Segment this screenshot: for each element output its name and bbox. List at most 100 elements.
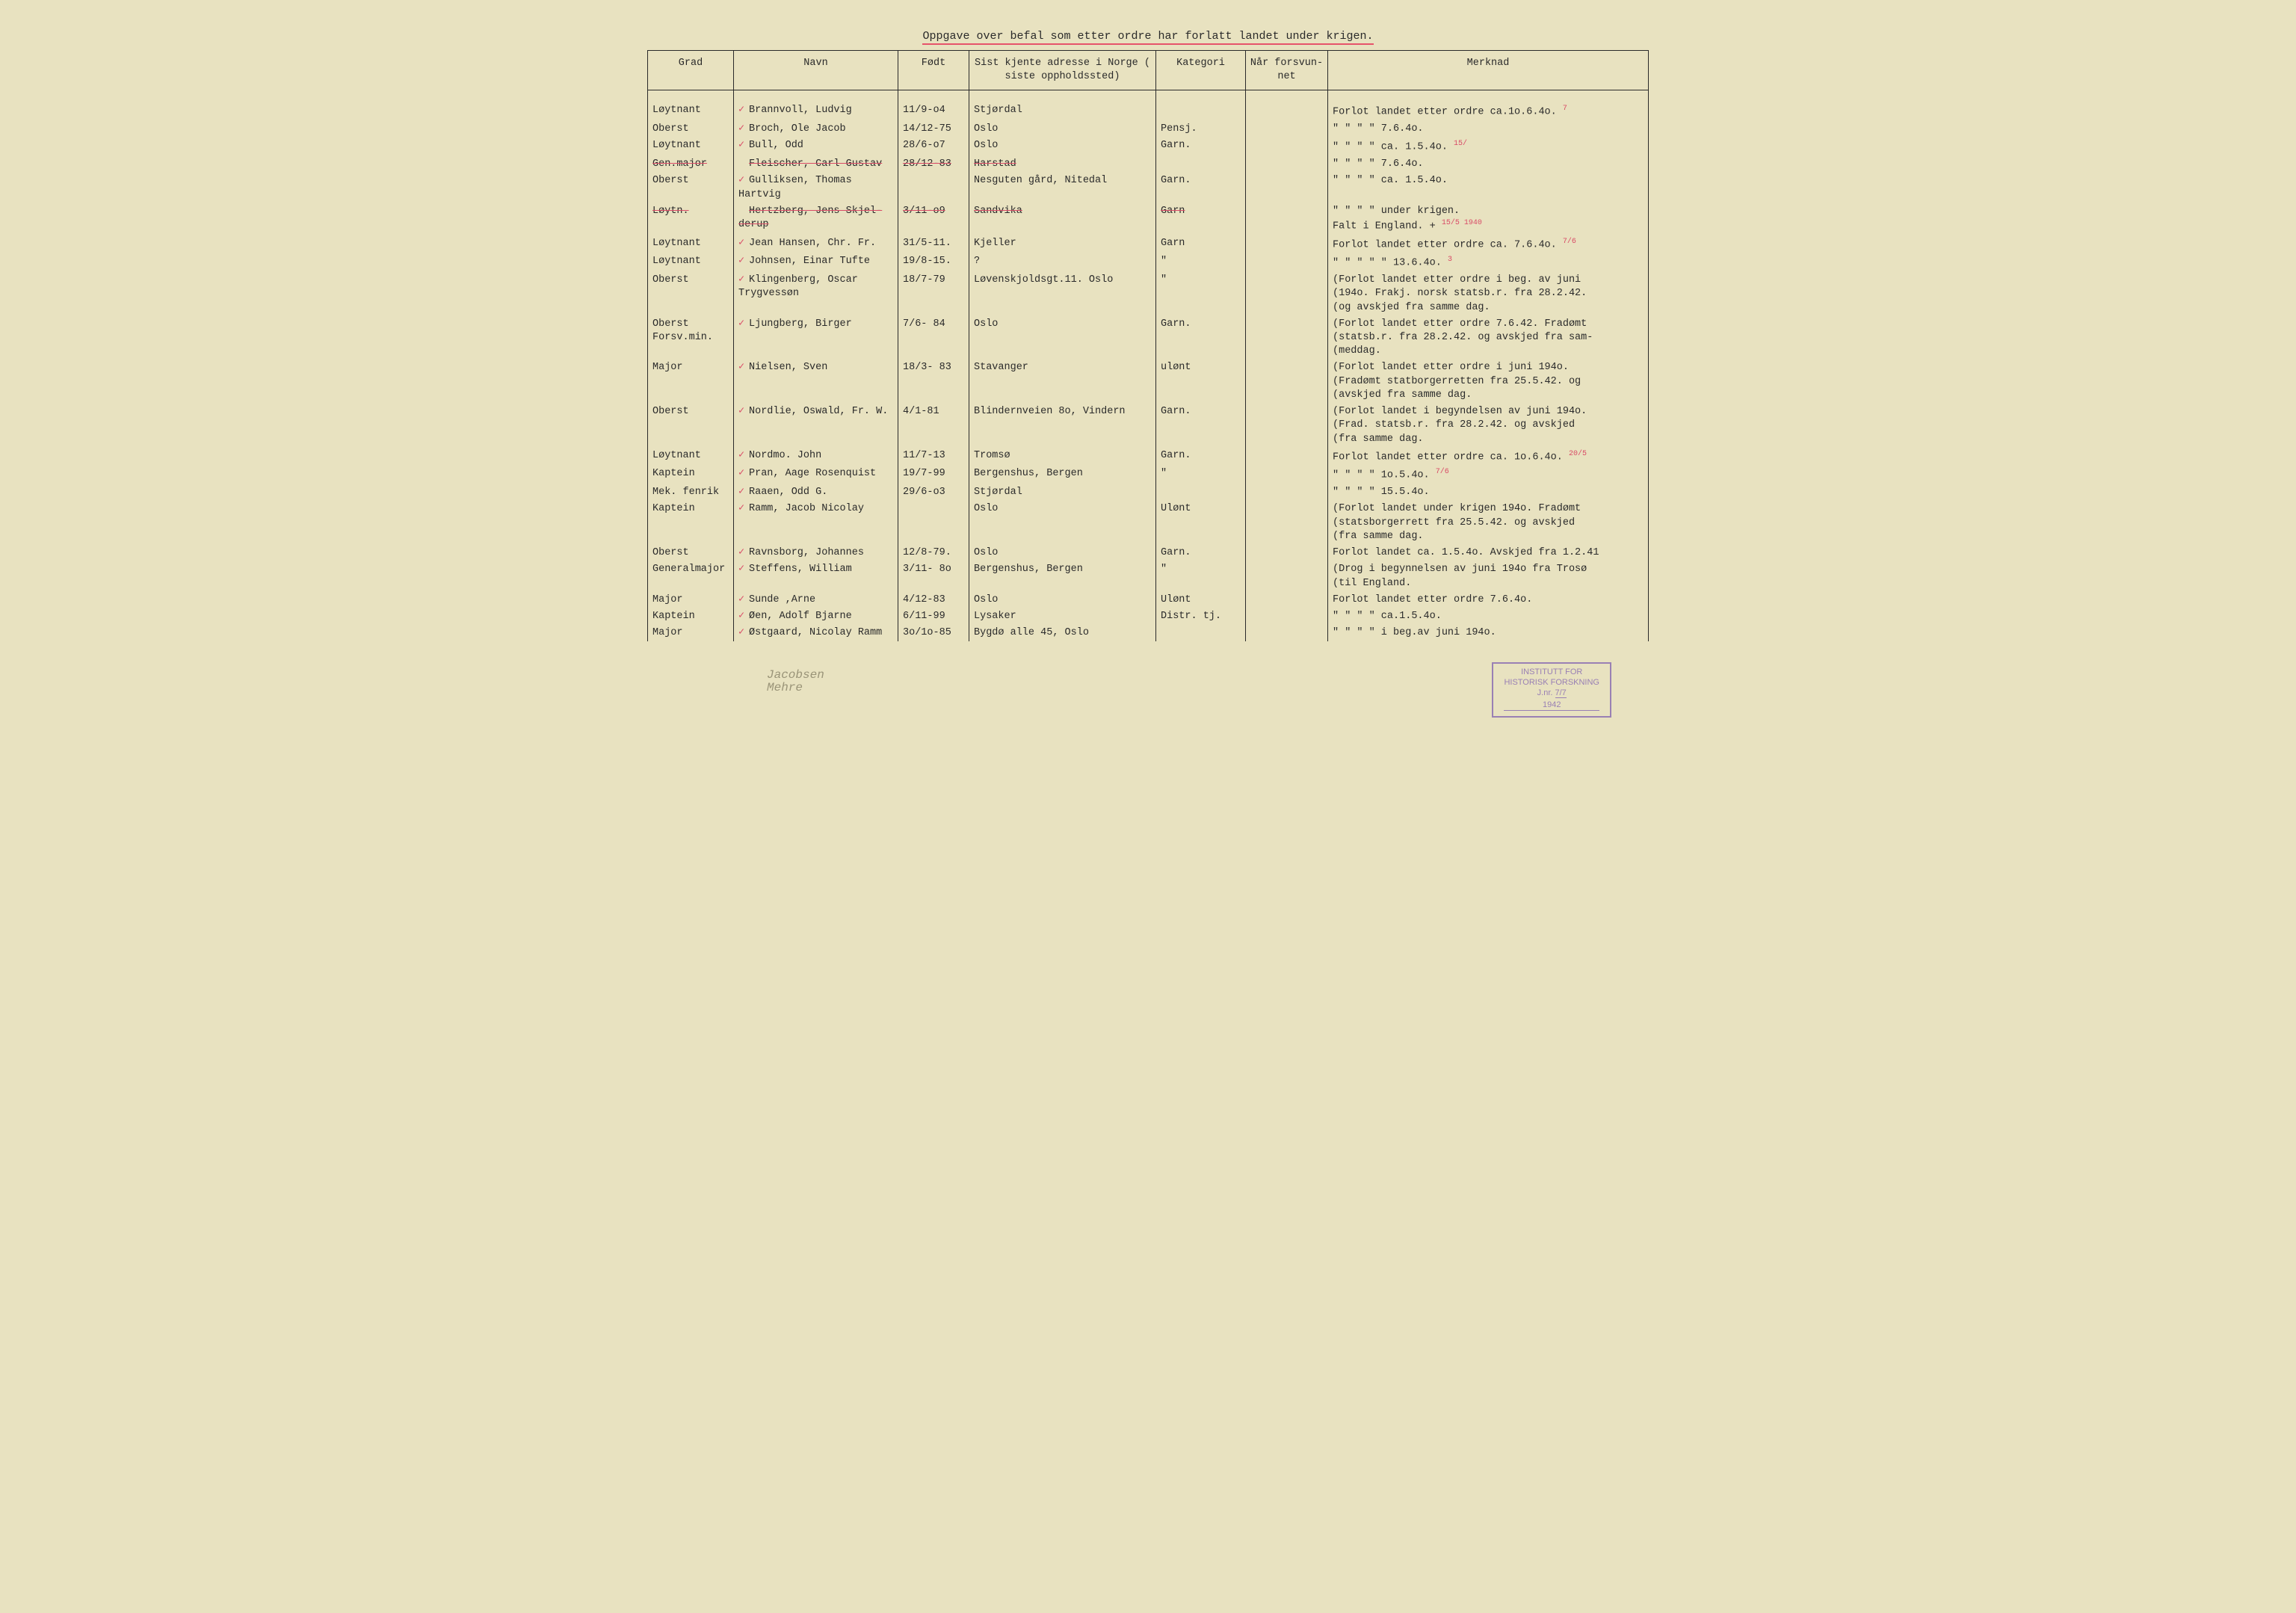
cell-adresse: Oslo <box>969 121 1156 138</box>
cell-fodt: 3/11-o9 <box>898 203 969 235</box>
cell-navn: ✓Johnsen, Einar Tufte <box>734 253 898 272</box>
cell-navn: ✓Nordmo. John <box>734 448 898 466</box>
cell-fodt: 11/7-13 <box>898 448 969 466</box>
cell-kategori: Ulønt <box>1156 592 1246 608</box>
cell-kategori: Pensj. <box>1156 121 1246 138</box>
cell-merknad: Forlot landet etter ordre ca.1o.6.4o. 7 <box>1328 90 1649 121</box>
red-annotation: 15/ <box>1454 140 1467 148</box>
table-row: Kaptein✓Pran, Aage Rosenquist19/7-99Berg… <box>648 466 1649 484</box>
cell-forsvunnet <box>1246 156 1328 173</box>
cell-adresse: Oslo <box>969 545 1156 561</box>
cell-kategori: Garn <box>1156 235 1246 254</box>
checkmark-icon: ✓ <box>738 139 749 152</box>
table-row: Generalmajor✓Steffens, William3/11- 8oBe… <box>648 561 1649 591</box>
table-header-row: Grad Navn Født Sist kjente adresse i Nor… <box>648 51 1649 90</box>
cell-fodt: 29/6-o3 <box>898 484 969 501</box>
cell-forsvunnet <box>1246 138 1328 156</box>
cell-forsvunnet <box>1246 592 1328 608</box>
red-annotation: 15/5 1940 <box>1442 219 1482 227</box>
col-adresse: Sist kjente adresse i Norge ( siste opph… <box>969 51 1156 90</box>
cell-fodt: 6/11-99 <box>898 608 969 625</box>
cell-kategori: Garn. <box>1156 404 1246 448</box>
table-row: Gen.majorFleischer, Carl Gustav28/12-83H… <box>648 156 1649 173</box>
cell-forsvunnet <box>1246 253 1328 272</box>
cell-merknad: (Forlot landet i begyndelsen av juni 194… <box>1328 404 1649 448</box>
cell-kategori: " <box>1156 466 1246 484</box>
cell-forsvunnet <box>1246 501 1328 545</box>
checkmark-icon: ✓ <box>738 174 749 188</box>
checkmark-icon: ✓ <box>738 318 749 331</box>
cell-merknad: " " " " 7.6.4o. <box>1328 156 1649 173</box>
cell-fodt: 4/1-81 <box>898 404 969 448</box>
cell-navn: ✓Gulliksen, Thomas Hartvig <box>734 173 898 203</box>
checkmark-icon: ✓ <box>738 486 749 499</box>
cell-grad: Oberst <box>648 404 734 448</box>
cell-adresse: Nesguten gård, Nitedal <box>969 173 1156 203</box>
col-kategori: Kategori <box>1156 51 1246 90</box>
cell-navn: ✓Sunde ,Arne <box>734 592 898 608</box>
table-row: Løytnant✓Brannvoll, Ludvig11/9-o4Stjørda… <box>648 90 1649 121</box>
page-title: Oppgave over befal som etter ordre har f… <box>647 15 1649 50</box>
cell-grad: Gen.major <box>648 156 734 173</box>
cell-adresse: Oslo <box>969 501 1156 545</box>
cell-merknad: (Drog i begynnelsen av juni 194o fra Tro… <box>1328 561 1649 591</box>
cell-grad: Løytn. <box>648 203 734 235</box>
table-row: Løytn.Hertzberg, Jens Skjel-derup3/11-o9… <box>648 203 1649 235</box>
cell-grad: Løytnant <box>648 448 734 466</box>
cell-adresse: Tromsø <box>969 448 1156 466</box>
cell-fodt <box>898 501 969 545</box>
cell-forsvunnet <box>1246 203 1328 235</box>
cell-forsvunnet <box>1246 545 1328 561</box>
cell-fodt: 11/9-o4 <box>898 90 969 121</box>
cell-adresse: Lysaker <box>969 608 1156 625</box>
cell-adresse: Blindernveien 8o, Vindern <box>969 404 1156 448</box>
cell-grad: Kaptein <box>648 466 734 484</box>
cell-adresse: Stjørdal <box>969 90 1156 121</box>
cell-fodt: 12/8-79. <box>898 545 969 561</box>
stamp-jnr: J.nr. 7/7 <box>1504 688 1599 698</box>
cell-adresse: Oslo <box>969 316 1156 360</box>
cell-grad: Major <box>648 360 734 404</box>
cell-fodt: 4/12-83 <box>898 592 969 608</box>
checkmark-icon: ✓ <box>738 104 749 117</box>
cell-kategori: ulønt <box>1156 360 1246 404</box>
cell-grad: OberstForsv.min. <box>648 316 734 360</box>
cell-grad: Oberst <box>648 545 734 561</box>
cell-navn: ✓Ramm, Jacob Nicolay <box>734 501 898 545</box>
cell-grad: Kaptein <box>648 608 734 625</box>
stamp-line1: INSTITUTT FOR <box>1504 667 1599 677</box>
cell-kategori: Garn <box>1156 203 1246 235</box>
table-row: OberstForsv.min.✓Ljungberg, Birger7/6- 8… <box>648 316 1649 360</box>
table-row: Major✓Sunde ,Arne4/12-83OsloUløntForlot … <box>648 592 1649 608</box>
table-row: Major✓Østgaard, Nicolay Ramm3o/1o-85Bygd… <box>648 625 1649 641</box>
cell-kategori: Ulønt <box>1156 501 1246 545</box>
checkmark-icon: ✓ <box>738 237 749 250</box>
cell-navn: ✓Bull, Odd <box>734 138 898 156</box>
cell-merknad: Forlot landet etter ordre ca. 1o.6.4o. 2… <box>1328 448 1649 466</box>
cell-fodt: 28/6-o7 <box>898 138 969 156</box>
cell-navn: ✓Klingenberg, Oscar Trygvessøn <box>734 272 898 316</box>
cell-adresse: Stavanger <box>969 360 1156 404</box>
checkmark-icon: ✓ <box>738 546 749 560</box>
cell-adresse: Løvenskjoldsgt.11. Oslo <box>969 272 1156 316</box>
cell-kategori <box>1156 90 1246 121</box>
table-row: Løytnant✓Jean Hansen, Chr. Fr.31/5-11.Kj… <box>648 235 1649 254</box>
table-row: Kaptein✓Ramm, Jacob NicolayOsloUlønt(For… <box>648 501 1649 545</box>
cell-fodt: 3o/1o-85 <box>898 625 969 641</box>
cell-forsvunnet <box>1246 173 1328 203</box>
cell-adresse: Bergenshus, Bergen <box>969 561 1156 591</box>
cell-grad: Mek. fenrik <box>648 484 734 501</box>
table-row: Oberst✓Nordlie, Oswald, Fr. W.4/1-81Blin… <box>648 404 1649 448</box>
cell-kategori <box>1156 484 1246 501</box>
red-annotation: 7/6 <box>1436 468 1449 476</box>
checkmark-icon: ✓ <box>738 361 749 374</box>
cell-navn: ✓Pran, Aage Rosenquist <box>734 466 898 484</box>
checkmark-icon: ✓ <box>738 593 749 607</box>
cell-kategori: " <box>1156 561 1246 591</box>
cell-merknad: (Forlot landet etter ordre i beg. av jun… <box>1328 272 1649 316</box>
cell-forsvunnet <box>1246 561 1328 591</box>
cell-merknad: " " " " i beg.av juni 194o. <box>1328 625 1649 641</box>
cell-grad: Oberst <box>648 272 734 316</box>
cell-merknad: " " " " " 13.6.4o. 3 <box>1328 253 1649 272</box>
col-fodt: Født <box>898 51 969 90</box>
